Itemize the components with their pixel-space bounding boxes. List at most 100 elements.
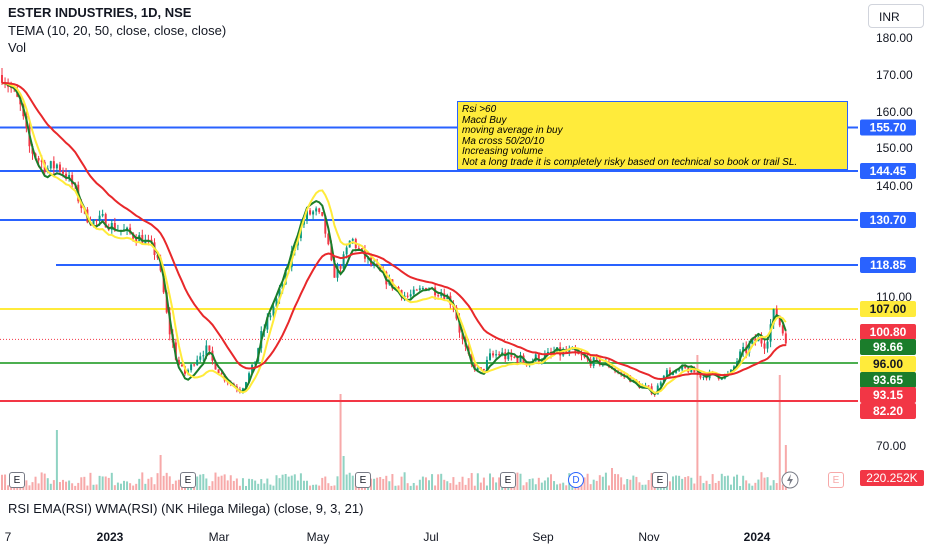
candle-body <box>281 284 284 289</box>
candle-body <box>751 338 754 344</box>
volume-bar <box>80 477 83 490</box>
volume-bar <box>385 475 388 490</box>
earnings-event-icon[interactable]: E <box>500 472 516 488</box>
candle-body <box>775 308 778 316</box>
upcoming-earnings-icon[interactable]: E <box>828 472 844 488</box>
candle-body <box>180 364 183 367</box>
volume-bar <box>489 473 491 490</box>
volume-bar <box>626 478 629 490</box>
candle-body <box>678 369 681 371</box>
candle-body <box>104 214 107 228</box>
volume-bar <box>464 484 467 490</box>
volume-bar <box>324 476 327 490</box>
volume-bar <box>315 484 318 490</box>
volume-bar <box>232 480 235 490</box>
candle-body <box>71 174 74 185</box>
candle-body <box>68 174 71 179</box>
earnings-event-icon[interactable]: E <box>9 472 25 488</box>
candle-body <box>309 210 312 215</box>
volume-bar <box>638 482 641 490</box>
candle-body <box>98 215 101 221</box>
volume-bar <box>473 485 476 490</box>
candle-body <box>665 370 668 376</box>
volume-bar <box>452 477 455 490</box>
volume-bar <box>620 477 623 490</box>
earnings-event-icon[interactable]: E <box>355 472 371 488</box>
y-tick-label: 140.00 <box>876 179 913 193</box>
volume-bar <box>272 485 275 490</box>
earnings-event-icon[interactable]: E <box>180 472 196 488</box>
volume-bar <box>733 476 735 490</box>
rsi-indicator-legend[interactable]: RSI EMA(RSI) WMA(RSI) (NK Hilega Milega)… <box>8 501 364 516</box>
volume-bar <box>34 476 37 490</box>
volume-bar <box>537 477 540 490</box>
candle-body <box>598 357 601 366</box>
candle-body <box>476 367 479 370</box>
indicator-legend[interactable]: TEMA (10, 20, 50, close, close, close) <box>8 23 227 38</box>
volume-bar <box>275 475 278 490</box>
price-chart[interactable]: 180.00 170.00 160.00 150.00 144.45140.00 110.… <box>0 0 932 524</box>
volume-bar <box>31 482 34 490</box>
earnings-event-icon[interactable]: E <box>652 472 668 488</box>
candle-body <box>52 161 55 169</box>
volume-bar <box>293 474 296 490</box>
volume-bar <box>742 475 745 490</box>
volume-bar <box>223 474 226 490</box>
volume-bar <box>202 474 205 490</box>
volume-bar <box>104 476 107 490</box>
volume-bar <box>113 485 116 490</box>
volume-bar <box>229 475 232 490</box>
volume-bar <box>266 478 269 490</box>
candle-body <box>321 212 324 216</box>
x-tick-label: Jul <box>423 530 439 544</box>
volume-bar <box>296 480 299 490</box>
volume-bar <box>52 480 55 490</box>
volume-bar <box>379 477 382 490</box>
volume-bar <box>342 456 345 490</box>
volume-bar <box>687 476 690 490</box>
volume-bar <box>98 475 101 490</box>
volume-bar <box>135 483 138 490</box>
candle-body <box>40 160 43 162</box>
volume-bar <box>238 485 241 490</box>
volume-bar <box>550 474 552 490</box>
volume-bar <box>290 475 293 490</box>
currency-selector[interactable]: INR <box>868 4 924 28</box>
volume-bar <box>257 483 260 490</box>
candle-body <box>568 349 571 353</box>
volume-bar <box>766 477 769 490</box>
volume-bar <box>373 478 376 490</box>
candle-body <box>190 364 193 371</box>
volume-bar <box>437 474 440 490</box>
volume-bar <box>101 476 104 490</box>
symbol-title[interactable]: ESTER INDUSTRIES, 1D, NSE <box>8 5 192 20</box>
candle-body <box>519 355 522 363</box>
annotation-note[interactable]: Rsi >60 Macd Buy moving average in buy M… <box>457 101 848 170</box>
volume-bar <box>650 472 653 490</box>
volume-bar <box>119 483 122 490</box>
volume-bar <box>287 476 290 490</box>
volume-bar <box>245 485 247 490</box>
candle-body <box>37 158 40 161</box>
dividend-event-icon[interactable]: D <box>568 472 584 488</box>
volume-bar <box>534 484 537 490</box>
volume-bar <box>62 479 64 490</box>
candle-body <box>537 354 540 363</box>
y-tick-label: 150.00 <box>876 141 913 155</box>
volume-bar <box>647 480 650 490</box>
y-tick-label: 180.00 <box>876 31 913 45</box>
volume-bar <box>394 485 397 490</box>
volume-bar <box>495 482 498 490</box>
volume-bar <box>196 476 199 490</box>
price-tag-label: 98.66 <box>873 340 903 354</box>
volume-bar <box>470 473 473 490</box>
candle-body <box>668 370 671 375</box>
volume-bar <box>485 485 488 490</box>
candle-body <box>699 373 702 378</box>
volume-bar <box>403 472 406 490</box>
volume-bar <box>251 479 254 490</box>
lightning-icon[interactable] <box>781 471 799 489</box>
volume-legend[interactable]: Vol <box>8 40 27 55</box>
volume-bar <box>598 475 601 490</box>
candle-body <box>193 364 196 366</box>
